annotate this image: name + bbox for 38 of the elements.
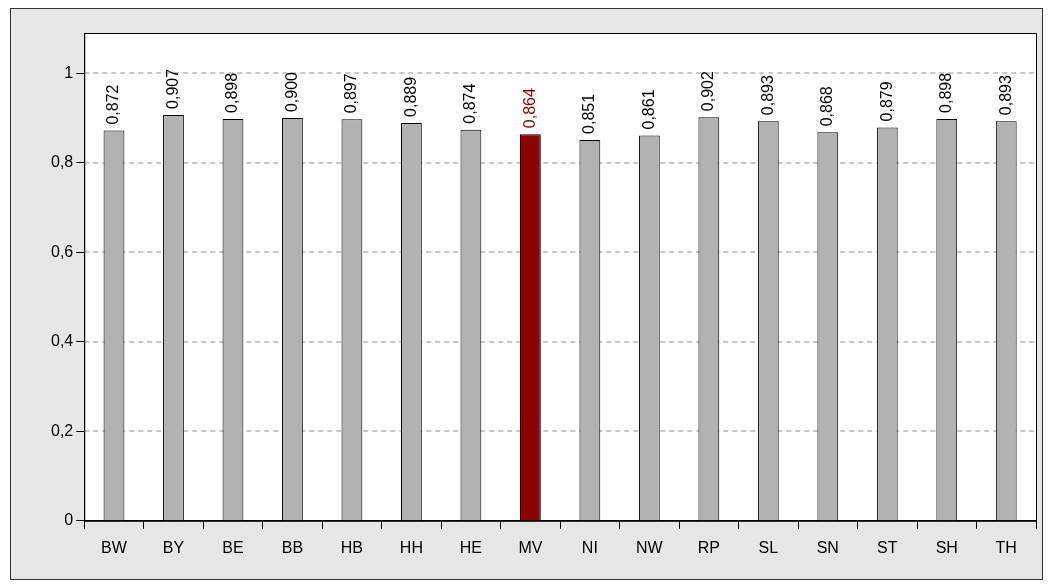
y-tick-label: 0,2 xyxy=(50,421,74,439)
data-label: 0,872 xyxy=(104,84,122,125)
x-tick-label: NI xyxy=(581,538,598,556)
data-label: 0,898 xyxy=(937,72,955,113)
data-label: 0,897 xyxy=(342,73,360,114)
y-tick-label: 0,4 xyxy=(50,332,74,350)
x-tick-label: BB xyxy=(281,538,304,556)
x-tick-label: SN xyxy=(816,538,839,556)
y-tick-label: 0 xyxy=(64,511,74,529)
data-label: 0,879 xyxy=(877,81,895,122)
x-tick-label: SL xyxy=(758,538,779,556)
x-tick-label: NW xyxy=(636,538,664,556)
x-tick-label: HB xyxy=(340,538,364,556)
x-tick-label: BY xyxy=(162,538,185,556)
x-tick-label: RP xyxy=(697,538,720,556)
x-tick-label: HE xyxy=(459,538,483,556)
y-tick-label: 1 xyxy=(64,63,74,81)
data-label: 0,907 xyxy=(163,68,181,109)
x-tick-label: SH xyxy=(935,538,958,556)
x-tick-label: ST xyxy=(877,538,898,556)
data-label: 0,900 xyxy=(282,71,300,113)
x-tick-label: HH xyxy=(399,538,423,556)
data-label: 0,864 xyxy=(520,88,538,129)
data-label: 0,889 xyxy=(401,76,419,117)
x-tick-label: TH xyxy=(995,538,1017,556)
data-label: 0,868 xyxy=(818,86,836,127)
data-label: 0,893 xyxy=(996,75,1014,116)
data-label: 0,902 xyxy=(699,70,717,112)
x-tick-label: BE xyxy=(222,538,244,556)
data-label: 0,898 xyxy=(223,72,241,113)
data-label: 0,874 xyxy=(461,83,479,124)
data-label: 0,893 xyxy=(758,75,776,116)
y-tick-label: 0,8 xyxy=(50,153,74,171)
data-label: 0,851 xyxy=(580,93,598,134)
x-tick-label: BW xyxy=(101,538,128,556)
data-label: 0,861 xyxy=(639,89,657,130)
x-tick-label: MV xyxy=(518,538,543,556)
y-tick-label: 0,6 xyxy=(50,242,74,260)
